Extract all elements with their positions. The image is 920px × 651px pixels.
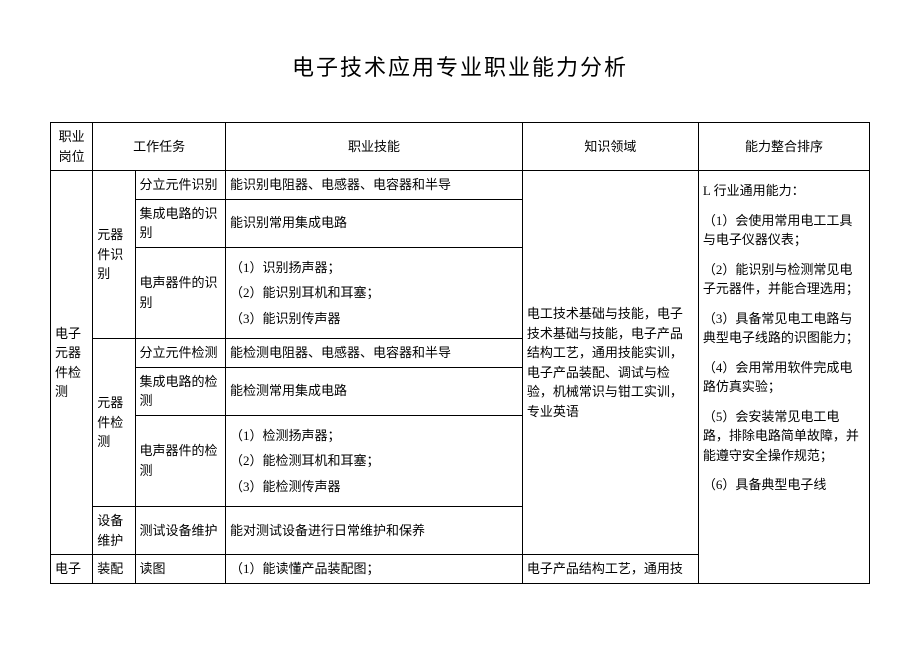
ability-line: （5）会安装常见电工电路，排除电路简单故障，并能遵守安全操作规范； xyxy=(703,407,865,466)
ability-line: （3）具备常见电工电路与典型电子线路的识图能力； xyxy=(703,309,865,348)
sub-cell: 分立元件检测 xyxy=(135,339,226,368)
task-cell: 元器件识别 xyxy=(93,171,135,339)
pos-cell: 电子元器件检测 xyxy=(51,171,93,555)
ability-table-main: 电子元器件检测 元器件识别 分立元件识别 能识别电阻器、电感器、电容器和半导 电… xyxy=(50,170,870,584)
sub-cell: 电声器件的检测 xyxy=(135,415,226,507)
sub-cell: 分立元件识别 xyxy=(135,171,226,200)
skill-line: （3）能检测传声器 xyxy=(230,477,518,497)
skill-line: （1）识别扬声器； xyxy=(230,258,518,278)
hdr-domain: 知识领域 xyxy=(522,123,698,171)
skill-cell: 能识别常用集成电路 xyxy=(226,199,523,247)
skill-cell: （1）能读懂产品装配图； xyxy=(226,555,523,584)
hdr-position: 职业岗位 xyxy=(51,123,93,171)
skill-cell: 能对测试设备进行日常维护和保养 xyxy=(226,507,523,555)
sub-cell: 集成电路的识别 xyxy=(135,199,226,247)
skill-line: （1）检测扬声器； xyxy=(230,426,518,446)
ability-line: （6）具备典型电子线 xyxy=(703,475,865,495)
ability-line: （4）会用常用软件完成电路仿真实验； xyxy=(703,358,865,397)
skill-cell: （1）检测扬声器； （2）能检测耳机和耳塞； （3）能检测传声器 xyxy=(226,415,523,507)
skill-cell: 能检测常用集成电路 xyxy=(226,367,523,415)
sub-cell: 电声器件的识别 xyxy=(135,247,226,339)
ability-line: （2）能识别与检测常见电子元器件，并能合理选用； xyxy=(703,260,865,299)
skill-cell: 能检测电阻器、电感器、电容器和半导 xyxy=(226,339,523,368)
skill-line: （2）能检测耳机和耳塞； xyxy=(230,451,518,471)
pos-cell: 电子 xyxy=(51,555,93,584)
task-cell: 元器件检测 xyxy=(93,339,135,507)
ability-line: （1）会使用常用电工工具与电子仪器仪表； xyxy=(703,211,865,250)
page-title: 电子技术应用专业职业能力分析 xyxy=(50,50,870,82)
hdr-task: 工作任务 xyxy=(93,123,226,171)
sub-cell: 读图 xyxy=(135,555,226,584)
task-cell: 装配 xyxy=(93,555,135,584)
skill-cell: 能识别电阻器、电感器、电容器和半导 xyxy=(226,171,523,200)
skill-cell: （1）识别扬声器； （2）能识别耳机和耳塞； （3）能识别传声器 xyxy=(226,247,523,339)
ability-line: L 行业通用能力： xyxy=(703,181,865,201)
table-row: 电子元器件检测 元器件识别 分立元件识别 能识别电阻器、电感器、电容器和半导 电… xyxy=(51,171,870,200)
ability-cell: L 行业通用能力： （1）会使用常用电工工具与电子仪器仪表； （2）能识别与检测… xyxy=(698,171,869,584)
skill-line: （2）能识别耳机和耳塞； xyxy=(230,283,518,303)
domain-cell: 电工技术基础与技能，电子技术基础与技能，电子产品结构工艺，通用技能实训，电子产品… xyxy=(522,171,698,555)
ability-table: 职业岗位 工作任务 职业技能 知识领域 能力整合排序 xyxy=(50,122,870,171)
domain-cell: 电子产品结构工艺，通用技 xyxy=(522,555,698,584)
hdr-ability: 能力整合排序 xyxy=(698,123,869,171)
hdr-skill: 职业技能 xyxy=(226,123,523,171)
sub-cell: 测试设备维护 xyxy=(135,507,226,555)
sub-cell: 集成电路的检测 xyxy=(135,367,226,415)
skill-line: （3）能识别传声器 xyxy=(230,309,518,329)
task-cell: 设备维护 xyxy=(93,507,135,555)
